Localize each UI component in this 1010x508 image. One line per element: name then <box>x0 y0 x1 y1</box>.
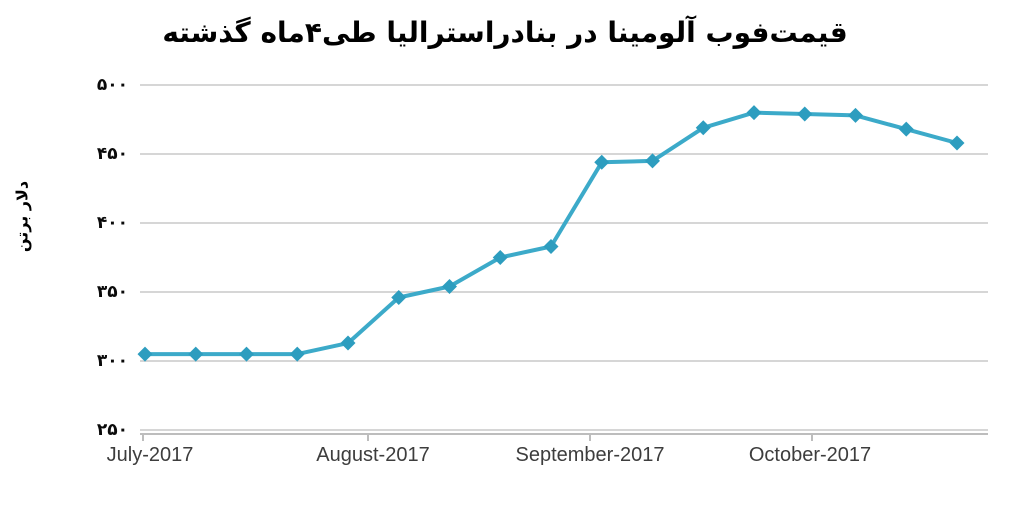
data-point-marker <box>645 153 660 169</box>
y-tick-label-500: ۵۰۰ <box>96 75 128 95</box>
y-tick-label-250: ۲۵۰ <box>96 420 128 440</box>
data-point-marker <box>848 107 863 123</box>
x-tick-label-july: July-2017 <box>106 444 194 466</box>
data-point-marker <box>442 278 457 294</box>
y-tick-label-350: ۳۵۰ <box>96 282 128 302</box>
data-point-marker <box>239 346 254 362</box>
price-line <box>143 110 959 357</box>
data-point-marker <box>797 106 813 122</box>
data-point-marker <box>695 120 711 136</box>
data-point-marker <box>594 154 610 170</box>
data-point-marker <box>340 335 356 351</box>
chart-title: قیمت‌فوب آلومینا در بنادراسترالیا طی۴ماه… <box>162 16 848 49</box>
data-point-marker <box>746 105 762 121</box>
x-tick-label-september: September-2017 <box>515 444 665 466</box>
data-point-marker <box>391 290 407 306</box>
data-point-marker <box>543 238 559 254</box>
data-point-marker <box>289 346 305 362</box>
y-tick-label-450: ۴۵۰ <box>96 144 128 164</box>
data-point-marker <box>898 121 914 137</box>
x-tick-label-october: October-2017 <box>748 444 872 466</box>
y-tick-label-400: ۴۰۰ <box>96 213 128 233</box>
data-point-marker <box>492 250 508 265</box>
data-point-marker <box>137 346 153 362</box>
data-point-marker <box>949 135 965 151</box>
x-tick-label-august: August-2017 <box>316 444 430 466</box>
y-tick-label-300: ۳۰۰ <box>96 351 128 371</box>
data-point-marker <box>188 346 204 362</box>
